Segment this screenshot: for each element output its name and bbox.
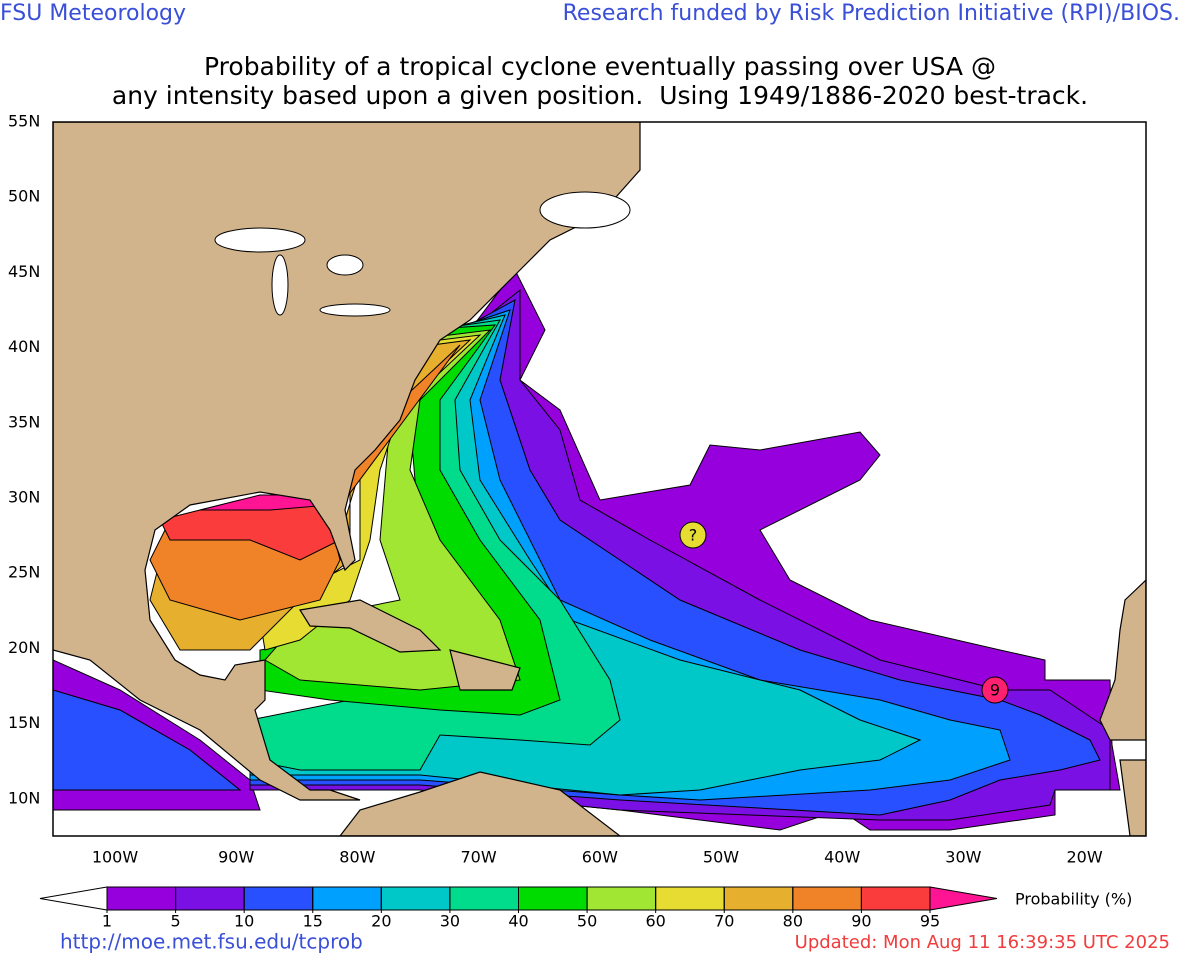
storm-marker-label: ? [689, 526, 698, 545]
lon-label: 30W [945, 848, 981, 867]
footer-updated: Updated: Mon Aug 11 16:39:35 UTC 2025 [795, 932, 1170, 953]
footer-url: http://moe.met.fsu.edu/tcprob [60, 930, 363, 954]
colorbar-swatch [380, 886, 451, 911]
colorbar-tick-label: 5 [170, 912, 180, 931]
colorbar-swatch [586, 886, 657, 911]
storm-marker [981, 676, 1009, 704]
colorbar-tick-label: 95 [920, 912, 940, 931]
lon-label: 40W [824, 848, 860, 867]
cuba [299, 599, 442, 653]
lat-label: 40N [8, 337, 40, 356]
colorbar-tick-label: 70 [714, 912, 734, 931]
storm-marker-label: 9 [990, 681, 1000, 700]
colorbar-tick-label: 40 [508, 912, 528, 931]
colorbar-tick-label: 50 [577, 912, 597, 931]
lat-label: 25N [8, 563, 40, 582]
lon-label: 60W [582, 848, 618, 867]
lon-label: 90W [218, 848, 254, 867]
storm-marker [679, 521, 707, 549]
lat-label: 10N [8, 788, 40, 807]
colorbar-tick-label: 1 [102, 912, 112, 931]
colorbar-tick-label: 30 [440, 912, 460, 931]
colorbar-swatch [449, 886, 519, 911]
header-left: FSU Meteorology [0, 1, 186, 26]
lat-label: 20N [8, 638, 40, 657]
lake [214, 227, 306, 253]
lat-label: 45N [8, 262, 40, 281]
colorbar-swatch [106, 886, 177, 911]
lat-label: 50N [8, 187, 40, 206]
lake [319, 303, 391, 317]
lon-label: 80W [339, 848, 375, 867]
lat-label: 30N [8, 488, 40, 507]
colorbar-swatch [860, 886, 931, 911]
colorbar-swatch [792, 886, 862, 911]
probability-bands [53, 269, 1121, 831]
colorbar-tick-label: 80 [783, 912, 803, 931]
lake [326, 254, 364, 276]
south-america [339, 771, 621, 836]
colorbar-swatch [175, 886, 245, 911]
colorbar-label: Probability (%) [1015, 890, 1132, 909]
lon-label: 100W [92, 848, 139, 867]
colorbar-swatch [243, 886, 314, 911]
probability-band [264, 329, 521, 691]
colorbar-swatch [312, 886, 382, 911]
title-line: any intensity based upon a given positio… [112, 81, 1088, 110]
lon-label: 50W [703, 848, 739, 867]
land [53, 122, 1146, 836]
north-america [53, 122, 641, 801]
africa [1099, 579, 1146, 741]
colorbar-over [929, 886, 998, 911]
colorbar-tick-label: 10 [234, 912, 254, 931]
header-right: Research funded by Risk Prediction Initi… [563, 1, 1180, 26]
colorbar-tick-label: 90 [851, 912, 871, 931]
gulf-st-lawrence [539, 191, 631, 229]
title-line: Probability of a tropical cyclone eventu… [204, 52, 996, 81]
lat-label: 15N [8, 713, 40, 732]
colorbar-tick-label: 20 [371, 912, 391, 931]
hispaniola [449, 649, 521, 691]
lon-label: 70W [461, 848, 497, 867]
lat-label: 55N [8, 112, 40, 131]
colorbar-swatch [655, 886, 725, 911]
colorbar-swatch [518, 886, 588, 911]
lon-label: 20W [1067, 848, 1103, 867]
lake [271, 254, 289, 316]
colorbar-tick-label: 60 [645, 912, 665, 931]
colorbar-swatch [723, 886, 794, 911]
pacific-band [53, 689, 242, 791]
colorbar-tick-label: 15 [303, 912, 323, 931]
lat-label: 35N [8, 412, 40, 431]
colorbar-under [39, 886, 108, 911]
map-frame [52, 121, 1147, 837]
africa-south [1119, 759, 1146, 836]
